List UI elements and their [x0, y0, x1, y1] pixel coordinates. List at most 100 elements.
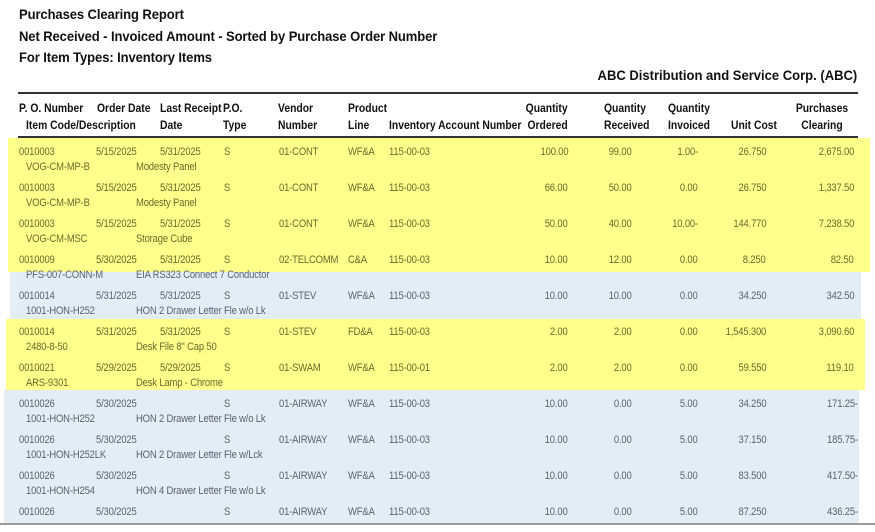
qty-invoiced: 0.00 — [680, 254, 698, 266]
table-row: 0010003 5/15/2025 5/31/2025 S 01-CONT WF… — [0, 136, 875, 173]
report-header: Purchases Clearing Report Net Received -… — [19, 4, 469, 69]
item-code: VOG-CM-MP-B — [26, 197, 90, 209]
table-row: 0010009 5/30/2025 5/31/2025 S 02-TELCOMM… — [0, 244, 875, 281]
po-type: S — [224, 218, 231, 230]
product-line: C&A — [348, 254, 367, 266]
col-last-receipt-date: Date — [160, 120, 183, 132]
unit-cost: 87.250 — [738, 506, 766, 518]
table-row: 0010026 5/30/2025 S 01-AIRWAY WF&A 115-0… — [0, 460, 875, 497]
viewport-bottom-edge — [0, 523, 875, 525]
po-number: 0010009 — [19, 254, 55, 266]
order-date: 5/30/2025 — [96, 470, 137, 482]
item-description: HON 2 Drawer Letter Fle w/o Lk — [136, 305, 266, 317]
qty-received: 99.00 — [609, 146, 632, 158]
qty-invoiced: 0.00 — [680, 362, 698, 374]
col-unit-cost: Unit Cost — [731, 120, 777, 132]
table-row: 0010021 5/29/2025 5/29/2025 S 01-SWAM WF… — [0, 352, 875, 389]
po-number: 0010003 — [19, 182, 55, 194]
qty-received: 40.00 — [609, 218, 632, 230]
order-date: 5/30/2025 — [96, 506, 137, 518]
purchases-clearing: 171.25- — [827, 398, 858, 410]
last-receipt-date: 5/31/2025 — [160, 146, 201, 158]
order-date: 5/30/2025 — [96, 434, 137, 446]
qty-received: 2.00 — [614, 326, 632, 338]
qty-invoiced: 5.00 — [680, 398, 698, 410]
item-code: 1001-HON-H252 — [26, 413, 95, 425]
qty-ordered: 10.00 — [545, 506, 568, 518]
table-row: 0010003 5/15/2025 5/31/2025 S 01-CONT WF… — [0, 172, 875, 209]
vendor-number: 01-AIRWAY — [279, 434, 328, 446]
po-type: S — [224, 470, 231, 482]
purchases-clearing: 3,090.60 — [818, 326, 855, 338]
vendor-number: 01-CONT — [279, 182, 319, 194]
unit-cost: 34.250 — [738, 290, 766, 302]
qty-ordered: 10.00 — [545, 254, 568, 266]
qty-invoiced: 0.00 — [680, 182, 698, 194]
qty-ordered: 10.00 — [545, 434, 568, 446]
po-number: 0010026 — [19, 506, 55, 518]
unit-cost: 37.150 — [738, 434, 766, 446]
unit-cost: 144.770 — [732, 218, 766, 230]
table-row: 0010003 5/15/2025 5/31/2025 S 01-CONT WF… — [0, 208, 875, 245]
order-date: 5/30/2025 — [96, 254, 137, 266]
inventory-account: 115-00-03 — [389, 470, 430, 482]
col-qty-invoiced: Quantity — [668, 103, 710, 115]
item-description: HON 2 Drawer Letter Fle w/o Lk — [136, 413, 266, 425]
po-number: 0010026 — [19, 470, 55, 482]
last-receipt-date: 5/31/2025 — [160, 182, 201, 194]
qty-ordered: 50.00 — [545, 218, 568, 230]
item-description: HON 2 Drawer Letter Fle w/Lck — [136, 449, 263, 461]
inventory-account: 115-00-03 — [389, 218, 430, 230]
qty-received: 50.00 — [609, 182, 632, 194]
vendor-number: 01-CONT — [279, 146, 319, 158]
vendor-number: 01-SWAM — [279, 362, 321, 374]
vendor-number: 01-AIRWAY — [279, 470, 328, 482]
vendor-number: 01-AIRWAY — [279, 506, 328, 518]
last-receipt-date: 5/29/2025 — [160, 362, 201, 374]
qty-ordered: 100.00 — [540, 146, 568, 158]
po-type: S — [224, 146, 231, 158]
po-type: S — [224, 254, 231, 266]
item-description: Modesty Panel — [136, 161, 197, 173]
product-line: WF&A — [348, 506, 375, 518]
qty-ordered: 2.00 — [550, 362, 568, 374]
col-inventory-account: Inventory Account Number — [389, 120, 522, 132]
qty-ordered: 66.00 — [545, 182, 568, 194]
item-description: Desk Lamp - Chrome — [136, 377, 223, 389]
col-po-number: P. O. Number — [19, 103, 84, 115]
item-code: PFS-007-CONN-M — [26, 269, 103, 281]
purchases-clearing: 2,675.00 — [818, 146, 855, 158]
unit-cost: 26.750 — [738, 182, 766, 194]
table-row: 0010026 5/30/2025 S 01-AIRWAY WF&A 115-0… — [0, 424, 875, 461]
report-title: Purchases Clearing Report — [19, 6, 184, 22]
vendor-number: 02-TELCOMM — [279, 254, 339, 266]
qty-received: 2.00 — [614, 362, 632, 374]
item-code: 1001-HON-H252LK — [26, 449, 106, 461]
report-subtitle: Net Received - Invoiced Amount - Sorted … — [19, 27, 438, 44]
item-description: Desk File 8" Cap 50 — [136, 341, 217, 353]
purchases-clearing: 1,337.50 — [818, 182, 855, 194]
col-qty-ordered: Quantity — [526, 103, 568, 115]
table-row: 0010026 5/30/2025 S 01-AIRWAY WF&A 115-0… — [0, 388, 875, 425]
col-product: Product — [348, 103, 388, 115]
qty-received: 0.00 — [614, 434, 632, 446]
highlight-band-blue-2 — [4, 390, 859, 523]
col-product-line: Line — [348, 120, 370, 132]
po-type: S — [224, 290, 231, 302]
qty-invoiced: 5.00 — [680, 470, 698, 482]
po-type: S — [224, 506, 231, 518]
last-receipt-date: 5/31/2025 — [160, 290, 201, 302]
po-number: 0010003 — [19, 218, 55, 230]
order-date: 5/31/2025 — [96, 326, 137, 338]
qty-invoiced: 5.00 — [680, 506, 698, 518]
order-date: 5/15/2025 — [96, 182, 137, 194]
vendor-number: 01-STEV — [279, 326, 317, 338]
po-number: 0010014 — [19, 290, 55, 302]
inventory-account: 115-00-03 — [389, 146, 430, 158]
inventory-account: 115-00-03 — [389, 254, 430, 266]
qty-ordered: 10.00 — [545, 290, 568, 302]
qty-received: 0.00 — [614, 506, 632, 518]
last-receipt-date: 5/31/2025 — [160, 254, 201, 266]
inventory-account: 115-00-03 — [389, 182, 430, 194]
qty-ordered: 10.00 — [545, 398, 568, 410]
